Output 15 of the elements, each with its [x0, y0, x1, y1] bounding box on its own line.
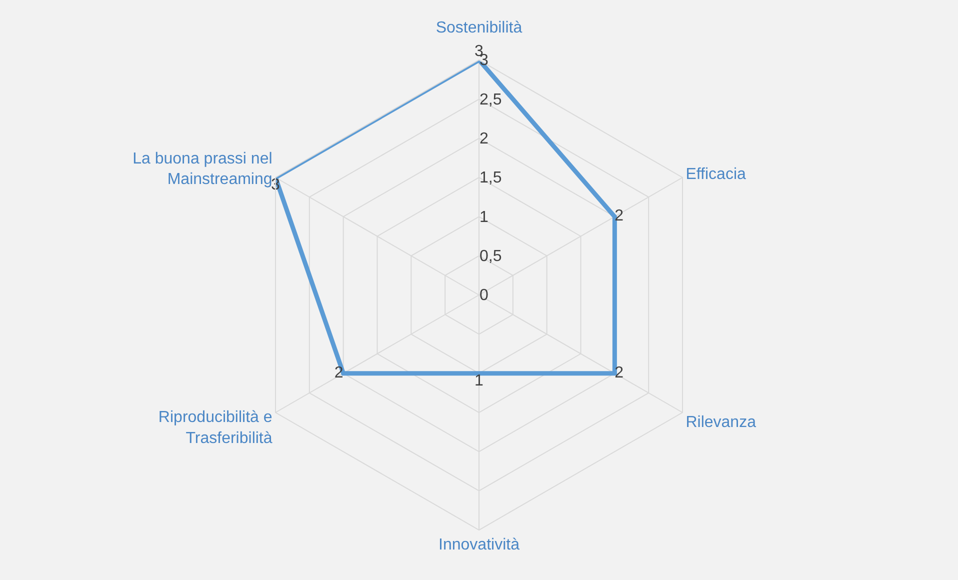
spoke-label: Efficacia	[686, 166, 746, 183]
spoke-label: Innovatività	[438, 536, 520, 554]
spoke-label: La buona prassi nel Mainstreaming	[132, 150, 272, 188]
data-label: 2	[614, 208, 624, 225]
y-tick-label: 1,5	[480, 170, 502, 187]
y-tick-label: 0	[480, 287, 488, 304]
spoke-label: Riproducibilità e Trasferibilità	[158, 409, 272, 447]
spoke-label: Rilevanza	[686, 414, 756, 432]
data-label: 2	[334, 364, 344, 382]
y-tick-label: 1	[480, 208, 488, 226]
y-tick-label: 2	[480, 130, 488, 148]
y-tick-label: 2,5	[480, 91, 502, 108]
spoke-label: Sostenibilità	[436, 19, 522, 36]
data-label: 2	[614, 364, 624, 382]
y-tick-label: 0,5	[480, 248, 502, 266]
